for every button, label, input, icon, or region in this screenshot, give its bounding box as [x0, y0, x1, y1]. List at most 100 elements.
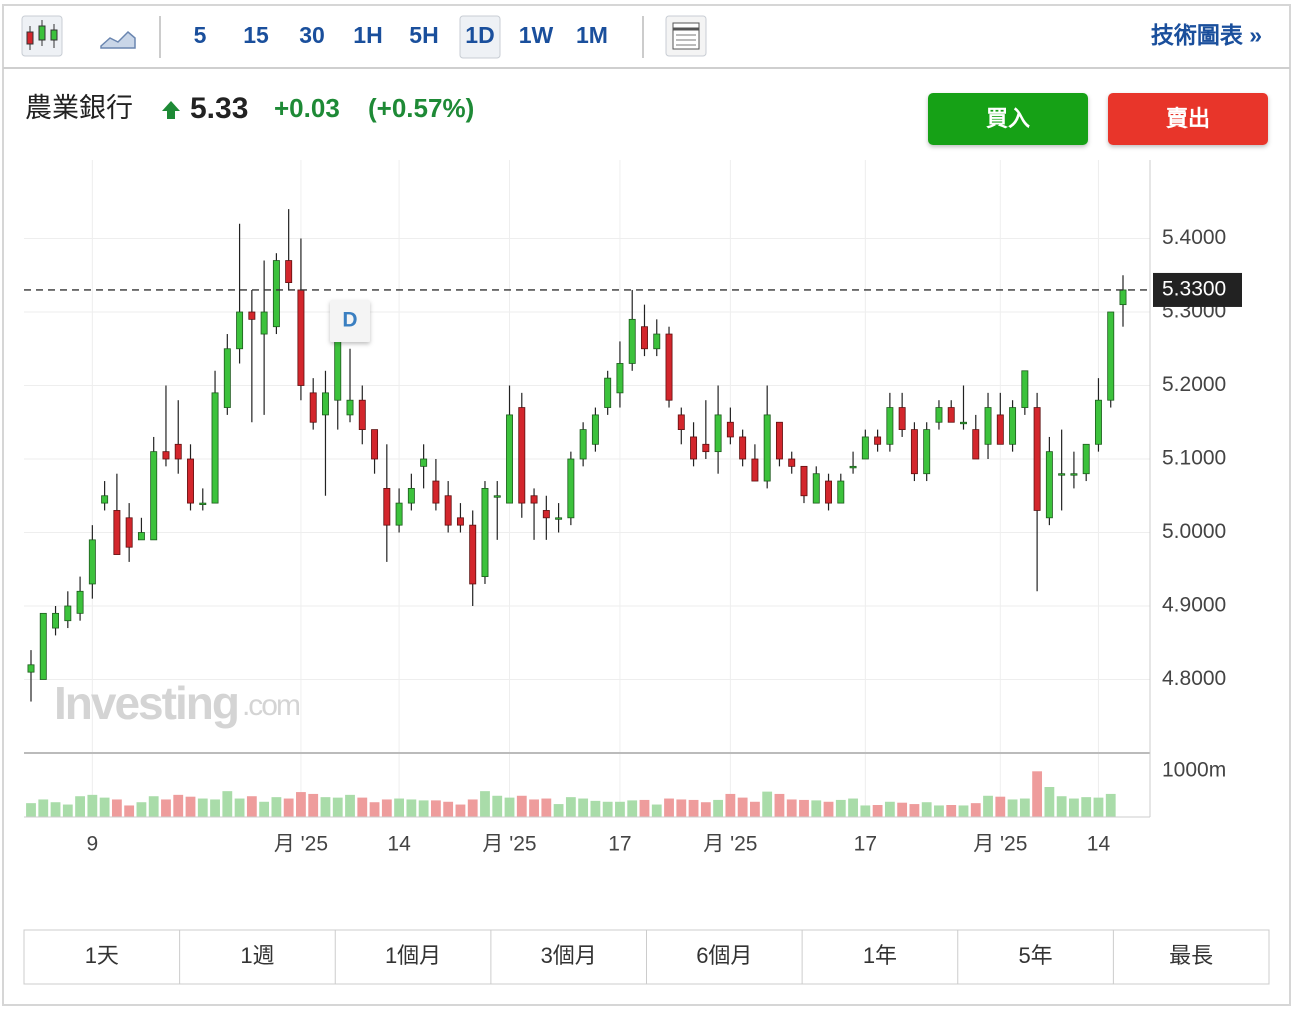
candle-body [493, 495, 501, 498]
technical-chart-link[interactable]: 技術圖表 » [1151, 22, 1262, 48]
candle-body [898, 407, 906, 430]
candle-body [677, 414, 685, 430]
candle-body [101, 495, 109, 504]
candle-body [137, 532, 145, 541]
volume-bar [983, 795, 993, 817]
volume-bar [148, 796, 159, 817]
candle-body [358, 399, 366, 431]
candle-body [1070, 473, 1078, 476]
candle-body [763, 414, 771, 482]
volume-bar [1044, 787, 1055, 817]
volume-bar [835, 799, 846, 817]
interval-button[interactable]: 5 [194, 22, 207, 48]
event-marker[interactable]: D [330, 300, 370, 342]
candle-body [52, 612, 60, 629]
interval-button[interactable]: 1M [576, 22, 608, 48]
volume-bar [455, 804, 466, 817]
range-button[interactable]: 5年 [1018, 943, 1052, 968]
candle-body [579, 429, 587, 460]
volume-bar [197, 798, 208, 817]
volume-bar [872, 805, 883, 817]
range-button[interactable]: 6個月 [696, 943, 752, 968]
candle-body [960, 421, 967, 425]
layout-button[interactable] [665, 15, 707, 57]
volume-bar [210, 799, 220, 817]
candle-body [285, 260, 293, 283]
candle-body [555, 517, 563, 520]
candle-body [27, 664, 35, 673]
last-price-label: 5.3300 [1162, 277, 1226, 300]
candle-body [690, 436, 698, 460]
candle-body [591, 414, 599, 445]
candle-body [199, 502, 207, 506]
volume-bar [136, 802, 147, 817]
volume-bar [1093, 797, 1104, 817]
volume-bar [750, 801, 760, 817]
range-button[interactable]: 1天 [85, 943, 119, 968]
volume-bar [185, 796, 196, 817]
candle-body [518, 407, 526, 504]
event-marker-label[interactable]: D [342, 309, 357, 332]
interval-button[interactable]: 5H [409, 22, 438, 48]
volume-bar [995, 796, 1006, 817]
candle-body [420, 458, 428, 467]
volume-bar [725, 793, 736, 817]
volume-bar [1069, 798, 1079, 817]
candle-body [825, 480, 832, 504]
volume-bar [737, 797, 748, 817]
volume-bar [234, 798, 245, 817]
candle-body [1045, 451, 1053, 519]
x-tick-label: 17 [854, 833, 877, 856]
line-type-button[interactable] [100, 30, 136, 49]
volume-bar [87, 794, 98, 817]
last-price-box [1153, 272, 1242, 307]
candle-body [984, 407, 992, 445]
volume-bar [516, 795, 527, 817]
candle-body [653, 333, 661, 350]
interval-button[interactable]: 15 [243, 22, 269, 48]
volume-bar [173, 794, 184, 817]
range-button[interactable]: 1個月 [385, 943, 441, 968]
interval-button[interactable]: 1H [353, 22, 382, 48]
candle-body [1009, 407, 1017, 445]
candle-body [1021, 370, 1029, 408]
candle-body [788, 458, 796, 467]
candle-body [211, 392, 219, 504]
range-button[interactable]: 3個月 [541, 943, 597, 968]
volume-bar [504, 797, 515, 817]
selected-interval-box [459, 15, 501, 59]
candle-body [125, 517, 133, 548]
volume-bar [860, 805, 871, 817]
interval-button[interactable]: 30 [299, 22, 325, 48]
candle-type-button[interactable] [21, 15, 63, 57]
buy-button[interactable]: 買入 [928, 93, 1088, 145]
volume-bar [676, 799, 687, 817]
volume-bar [970, 803, 981, 817]
interval-button[interactable]: 1D [465, 22, 494, 48]
candle-body [628, 318, 636, 364]
candle-body [1033, 407, 1041, 511]
y-tick-label: 5.1000 [1162, 447, 1226, 470]
volume-bar [823, 801, 834, 817]
volume-bar [161, 799, 171, 817]
volume-bar [357, 797, 368, 817]
buy-label[interactable]: 買入 [986, 106, 1030, 131]
sell-label[interactable]: 賣出 [1166, 106, 1210, 131]
x-tick-label: 17 [608, 833, 631, 856]
candle-body [1119, 289, 1127, 306]
interval-button[interactable]: 1W [519, 22, 554, 48]
candle-body [886, 407, 894, 445]
volume-bar [541, 798, 552, 817]
x-tick-label: 月 '25 [274, 833, 328, 856]
range-button[interactable]: 1週 [240, 943, 274, 968]
sell-button[interactable]: 賣出 [1108, 93, 1268, 145]
volume-bar [639, 799, 650, 817]
candle-body [923, 429, 931, 475]
candle-body [506, 414, 513, 504]
volume-bar [492, 795, 503, 817]
candle-body [751, 458, 759, 482]
volume-bar [627, 800, 638, 817]
x-tick-label: 14 [387, 833, 411, 856]
range-button[interactable]: 1年 [863, 943, 897, 968]
range-button[interactable]: 最長 [1169, 943, 1213, 968]
